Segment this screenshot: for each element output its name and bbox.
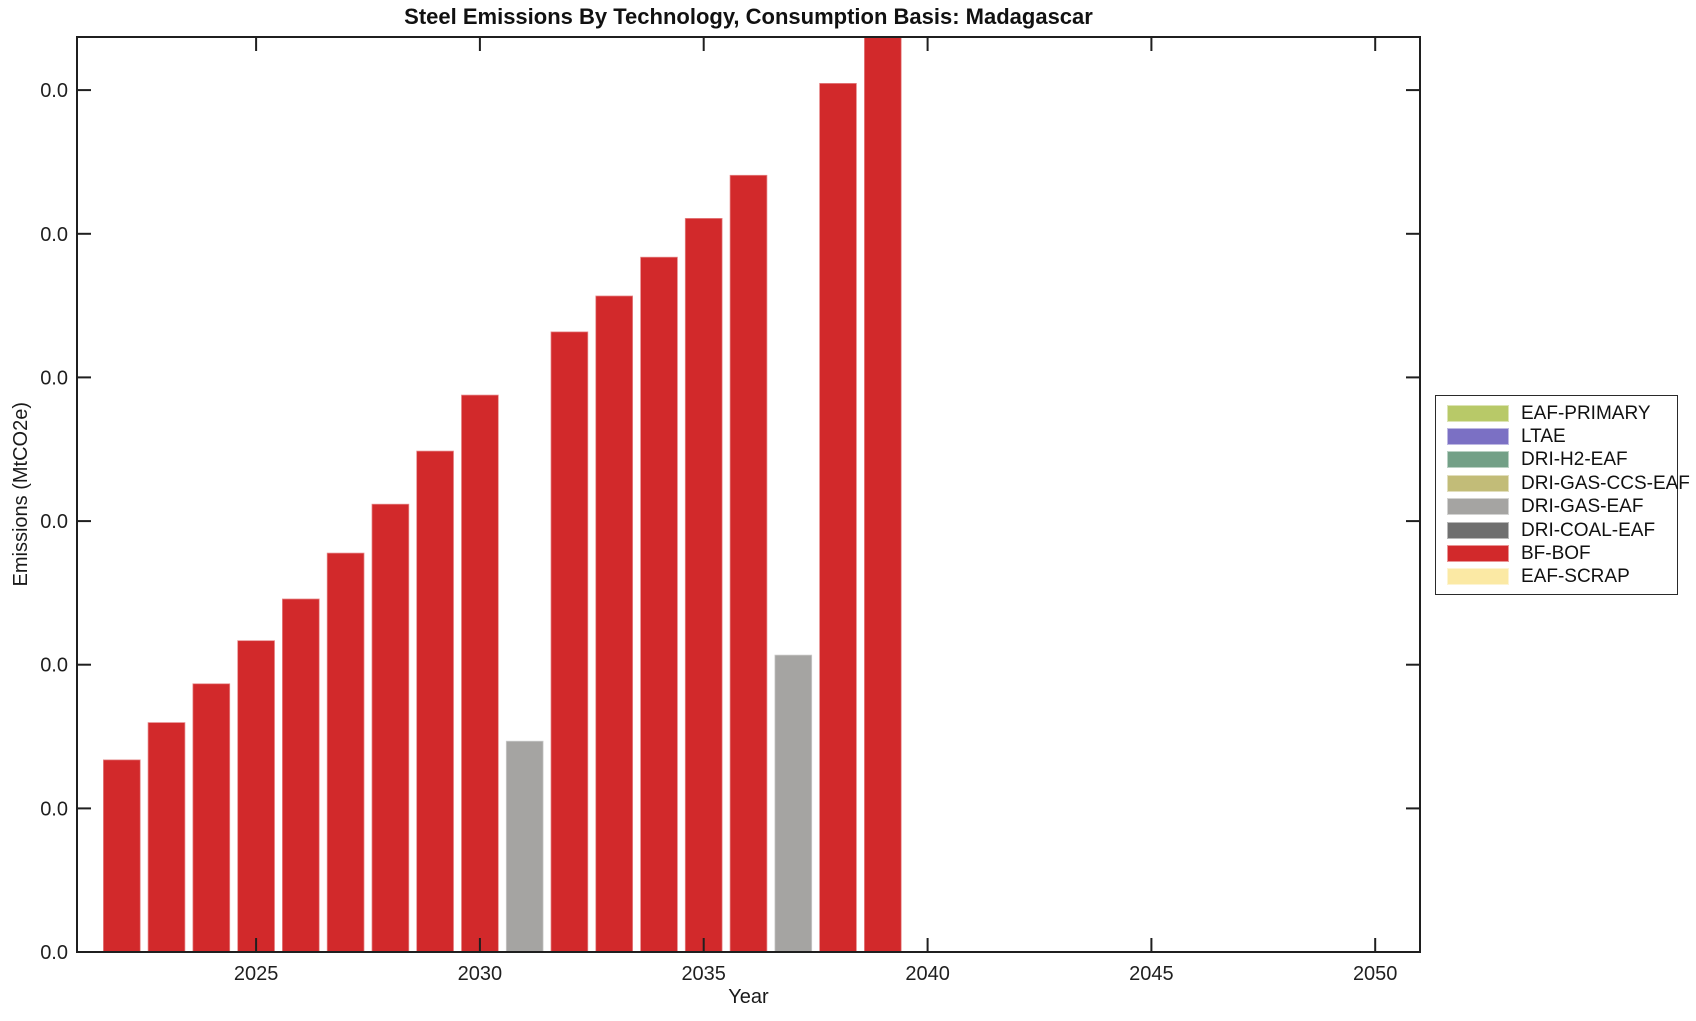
legend-swatch-dri-coal-eaf — [1447, 521, 1509, 539]
legend-item-dri-h2-eaf: DRI-H2-EAF — [1447, 449, 1677, 471]
y-tick-label: 0.0 — [40, 942, 68, 964]
legend-item-dri-gas-eaf: DRI-GAS-EAF — [1447, 496, 1677, 518]
y-axis-label-wrap: Emissions (MtCO2e) — [6, 37, 36, 952]
y-tick-label: 0.0 — [40, 80, 68, 102]
legend-swatch-ltae — [1447, 427, 1509, 445]
legend-label: DRI-GAS-EAF — [1521, 496, 1644, 518]
bar-2030-bf-bof — [460, 393, 500, 953]
y-tick-label: 0.0 — [40, 798, 68, 820]
legend-label: EAF-SCRAP — [1521, 566, 1630, 588]
bar-2039-bf-bof — [863, 36, 903, 953]
legend-swatch-eaf-primary — [1447, 404, 1509, 422]
legend-swatch-dri-gas-eaf — [1447, 498, 1509, 516]
bar-2027-bf-bof — [326, 551, 366, 953]
y-tick-label: 0.0 — [40, 224, 68, 246]
legend-label: LTAE — [1521, 425, 1566, 447]
legend-item-eaf-primary: EAF-PRIMARY — [1447, 402, 1677, 424]
x-tick-label: 2035 — [681, 963, 726, 985]
x-tick-label: 2045 — [1129, 963, 1174, 985]
legend-swatch-bf-bof — [1447, 545, 1509, 563]
x-tick-label: 2050 — [1353, 963, 1398, 985]
legend-swatch-eaf-scrap — [1447, 568, 1509, 586]
bar-2024-bf-bof — [191, 682, 231, 953]
y-tick-label: 0.0 — [40, 655, 68, 677]
legend-label: BF-BOF — [1521, 543, 1591, 565]
bar-2026-bf-bof — [281, 597, 321, 953]
legend-item-bf-bof: BF-BOF — [1447, 543, 1677, 565]
x-tick-label: 2025 — [234, 963, 279, 985]
legend-item-ltae: LTAE — [1447, 425, 1677, 447]
legend-box: EAF-PRIMARY LTAE DRI-H2-EAF DRI-GAS-CCS-… — [1435, 395, 1690, 595]
x-axis-label: Year — [728, 986, 769, 1008]
x-tick-label: 2040 — [905, 963, 950, 985]
bar-2035-bf-bof — [684, 217, 724, 953]
legend-item-dri-coal-eaf: DRI-COAL-EAF — [1447, 519, 1677, 541]
bar-2032-bf-bof — [549, 330, 589, 953]
legend-label: DRI-GAS-CCS-EAF — [1521, 472, 1690, 494]
chart-title: Steel Emissions By Technology, Consumpti… — [404, 4, 1093, 29]
legend-label: DRI-H2-EAF — [1521, 449, 1628, 471]
x-tick-label: 2030 — [458, 963, 503, 985]
legend-swatch-dri-h2-eaf — [1447, 451, 1509, 469]
bar-2037-dri-gas-eaf — [773, 653, 813, 953]
legend-item-eaf-scrap: EAF-SCRAP — [1447, 566, 1677, 588]
legend-label: DRI-COAL-EAF — [1521, 519, 1656, 541]
bar-2034-bf-bof — [639, 256, 679, 953]
legend-swatch-dri-gas-ccs-eaf — [1447, 474, 1509, 492]
bar-2022-bf-bof — [102, 758, 142, 953]
y-tick-label: 0.0 — [40, 367, 68, 389]
legend-item-dri-gas-ccs-eaf: DRI-GAS-CCS-EAF — [1447, 472, 1690, 494]
legend-label: EAF-PRIMARY — [1521, 402, 1651, 424]
bar-2029-bf-bof — [415, 449, 455, 953]
bar-2036-bf-bof — [728, 174, 769, 953]
bar-2031-dri-gas-eaf — [505, 740, 545, 953]
y-tick-label: 0.0 — [40, 511, 68, 533]
bar-2023-bf-bof — [146, 721, 187, 953]
bar-2033-bf-bof — [594, 294, 634, 953]
bar-2025-bf-bof — [236, 639, 276, 953]
bar-2028-bf-bof — [370, 503, 410, 953]
axes-box — [76, 36, 1421, 953]
bar-2038-bf-bof — [818, 82, 858, 953]
y-axis-label: Emissions (MtCO2e) — [9, 402, 32, 587]
